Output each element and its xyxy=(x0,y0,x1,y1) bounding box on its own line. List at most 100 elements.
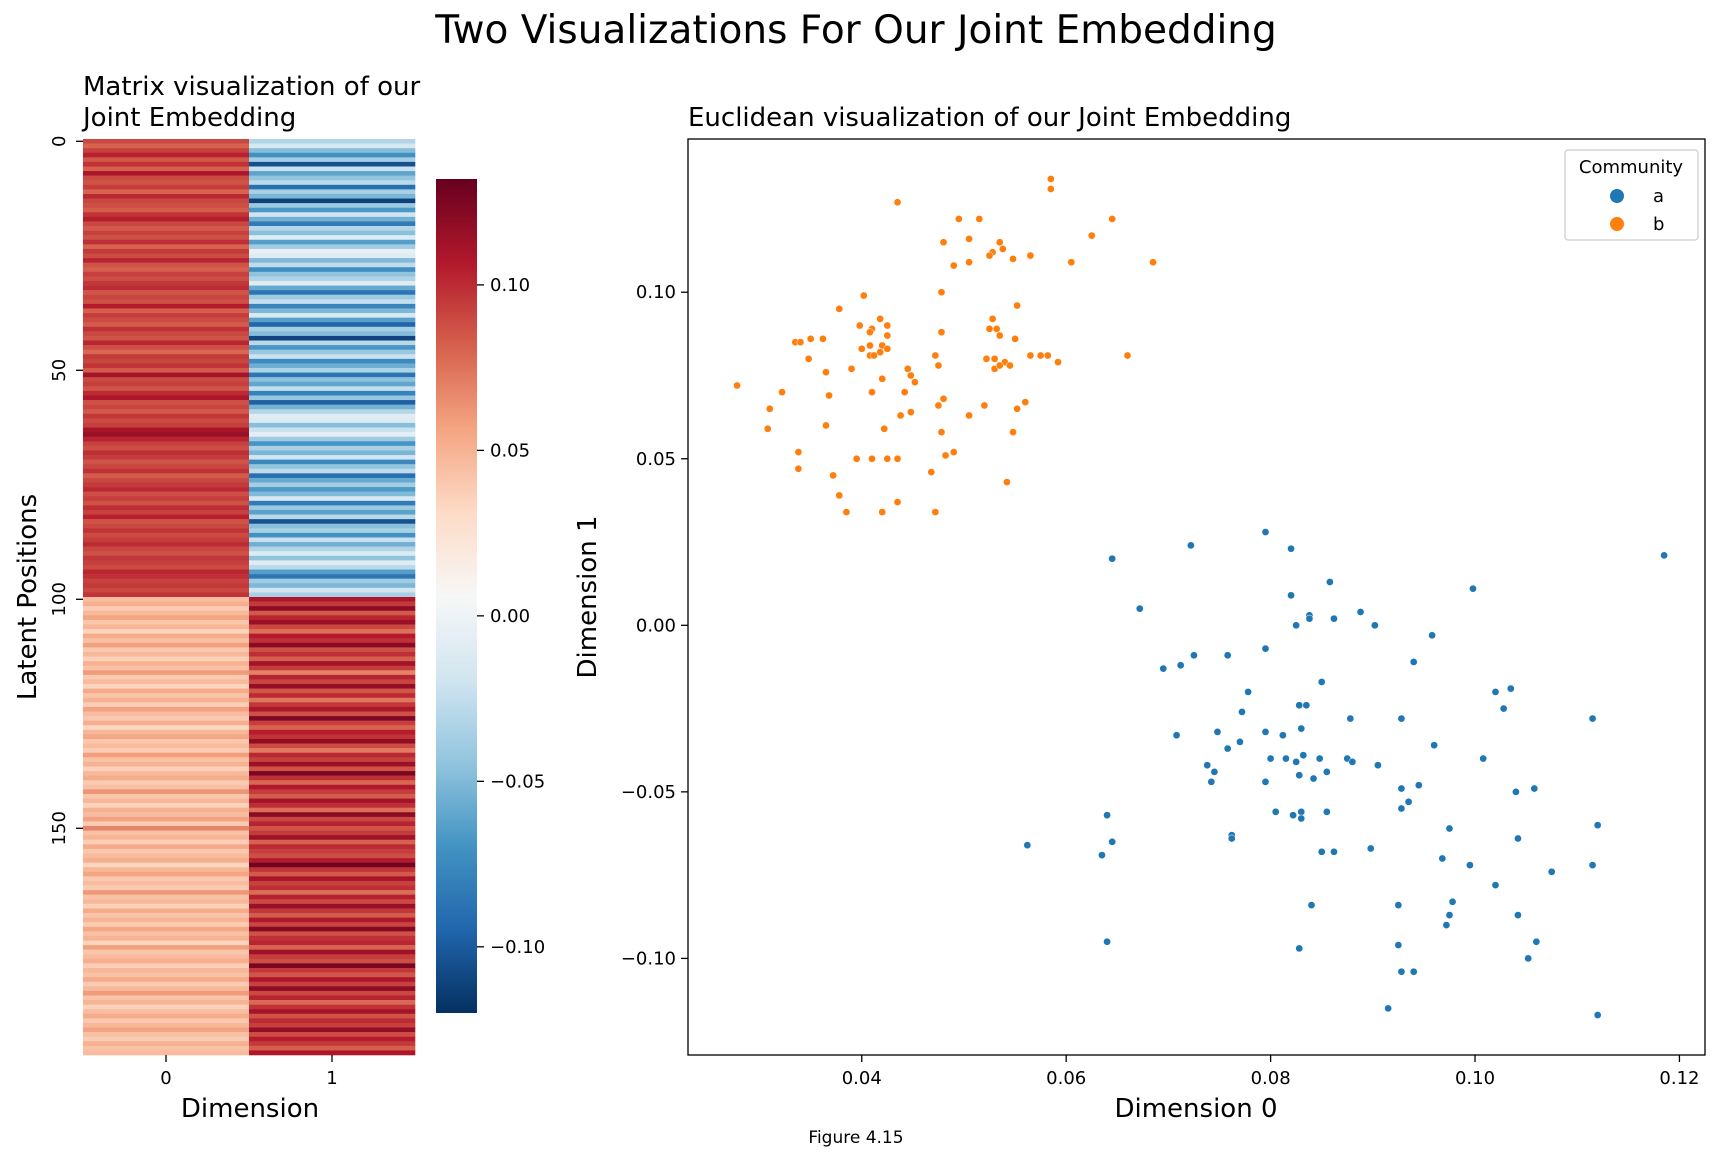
scatter-point-a xyxy=(1207,778,1216,786)
heatmap-cell xyxy=(249,528,416,534)
colorbar-tick-label: 0.00 xyxy=(490,606,530,627)
heatmap-cell xyxy=(83,757,250,763)
heatmap-cell xyxy=(83,244,250,250)
heatmap-cell xyxy=(83,940,250,946)
scatter-x-tick-label: 0.04 xyxy=(842,1068,882,1089)
scatter-point-b xyxy=(1036,351,1045,360)
scatter-point-b xyxy=(939,238,948,247)
heatmap-cell xyxy=(83,592,250,598)
scatter-point-b xyxy=(847,364,856,373)
scatter-point-b xyxy=(893,198,902,207)
scatter-point-b xyxy=(1021,398,1030,406)
scatter-point-a xyxy=(1397,714,1406,723)
heatmap-cell xyxy=(249,574,416,579)
heatmap-cell xyxy=(249,1004,416,1010)
heatmap-cell xyxy=(249,720,416,726)
heatmap-cell xyxy=(249,725,416,731)
scatter-point-b xyxy=(868,454,876,463)
heatmap-cell xyxy=(249,546,416,552)
heatmap-cell xyxy=(249,381,416,387)
scatter-point-b xyxy=(778,388,786,396)
heatmap-cell xyxy=(83,280,250,286)
heatmap-cell xyxy=(249,729,416,735)
heatmap-cell xyxy=(83,903,250,909)
heatmap-cell xyxy=(83,798,250,804)
scatter-point-a xyxy=(1532,937,1541,946)
heatmap-cell xyxy=(249,450,416,456)
heatmap-cell xyxy=(83,958,250,964)
heatmap-cell xyxy=(83,271,250,277)
heatmap-cell xyxy=(249,198,416,204)
scatter-point-a xyxy=(1261,728,1270,736)
heatmap-cell xyxy=(249,1045,416,1051)
heatmap-cell xyxy=(249,294,416,300)
heatmap-cell xyxy=(249,551,416,557)
heatmap-cell xyxy=(83,477,250,483)
heatmap-y-tick-label: 150 xyxy=(49,811,70,845)
heatmap-cell xyxy=(83,262,250,268)
heatmap-cell xyxy=(83,986,250,992)
heatmap-cell xyxy=(249,258,416,263)
heatmap-cell xyxy=(83,564,250,570)
scatter-point-a xyxy=(1593,1011,1602,1019)
scatter-y-tick-label: −0.05 xyxy=(621,782,676,803)
heatmap-cell xyxy=(83,491,250,497)
scatter-point-b xyxy=(866,328,874,337)
heatmap-cell xyxy=(83,876,250,882)
heatmap-cell xyxy=(83,221,250,227)
scatter-point-a xyxy=(1261,528,1270,536)
heatmap-cell xyxy=(249,482,416,488)
heatmap-cell xyxy=(249,913,416,918)
scatter-point-a xyxy=(1394,941,1403,949)
heatmap-cell xyxy=(249,1050,416,1056)
heatmap-cell xyxy=(249,940,416,946)
heatmap-cell xyxy=(83,372,250,378)
heatmap-cell xyxy=(249,569,416,575)
scatter-point-b xyxy=(819,335,827,343)
scatter-point-b xyxy=(980,401,989,410)
heatmap-cell xyxy=(249,1000,416,1005)
heatmap-cell xyxy=(249,276,416,282)
scatter-point-a xyxy=(1366,844,1375,853)
heatmap-cell xyxy=(249,738,416,744)
heatmap-cell xyxy=(249,908,416,914)
scatter-point-a xyxy=(1135,604,1144,613)
legend-title: Community xyxy=(1579,157,1684,178)
scatter-points xyxy=(733,175,1668,1019)
heatmap-cell xyxy=(249,647,416,653)
heatmap-cell xyxy=(249,638,416,644)
scatter-point-a xyxy=(1414,781,1423,790)
scatter-point-a xyxy=(1394,901,1403,909)
scatter-point-a xyxy=(1297,814,1306,823)
heatmap-cell xyxy=(249,615,416,621)
heatmap-cell xyxy=(249,532,416,538)
heatmap-cell xyxy=(249,711,416,717)
scatter-point-a xyxy=(1346,714,1355,723)
heatmap-cell xyxy=(83,821,250,827)
scatter-point-a xyxy=(1203,761,1212,770)
heatmap-cell xyxy=(83,862,250,868)
heatmap-cell xyxy=(249,564,416,570)
heatmap-cell xyxy=(249,303,416,309)
heatmap-cell xyxy=(83,500,250,506)
colorbar-ticks: 0.10 0.05 0.00 −0.05 −0.10 xyxy=(477,275,545,958)
scatter-point-b xyxy=(965,258,973,267)
heatmap-cell xyxy=(249,935,416,941)
heatmap-cell xyxy=(249,757,416,763)
scatter-x-tick-label: 0.08 xyxy=(1251,1068,1291,1089)
heatmap-cell xyxy=(249,436,416,442)
scatter-point-a xyxy=(1524,954,1533,963)
heatmap-cell xyxy=(249,748,416,754)
heatmap-cell xyxy=(83,977,250,983)
heatmap-cell xyxy=(249,354,416,360)
heatmap-cell xyxy=(249,624,416,630)
scatter-point-a xyxy=(1322,807,1331,816)
heatmap-cell xyxy=(249,175,416,181)
scatter-point-a xyxy=(1023,841,1032,850)
scatter-point-a xyxy=(1236,738,1244,746)
scatter-point-b xyxy=(985,251,994,260)
scatter-point-b xyxy=(931,351,940,360)
heatmap-cell xyxy=(249,793,416,799)
scatter-point-a xyxy=(1292,758,1301,766)
heatmap-cell xyxy=(83,546,250,552)
